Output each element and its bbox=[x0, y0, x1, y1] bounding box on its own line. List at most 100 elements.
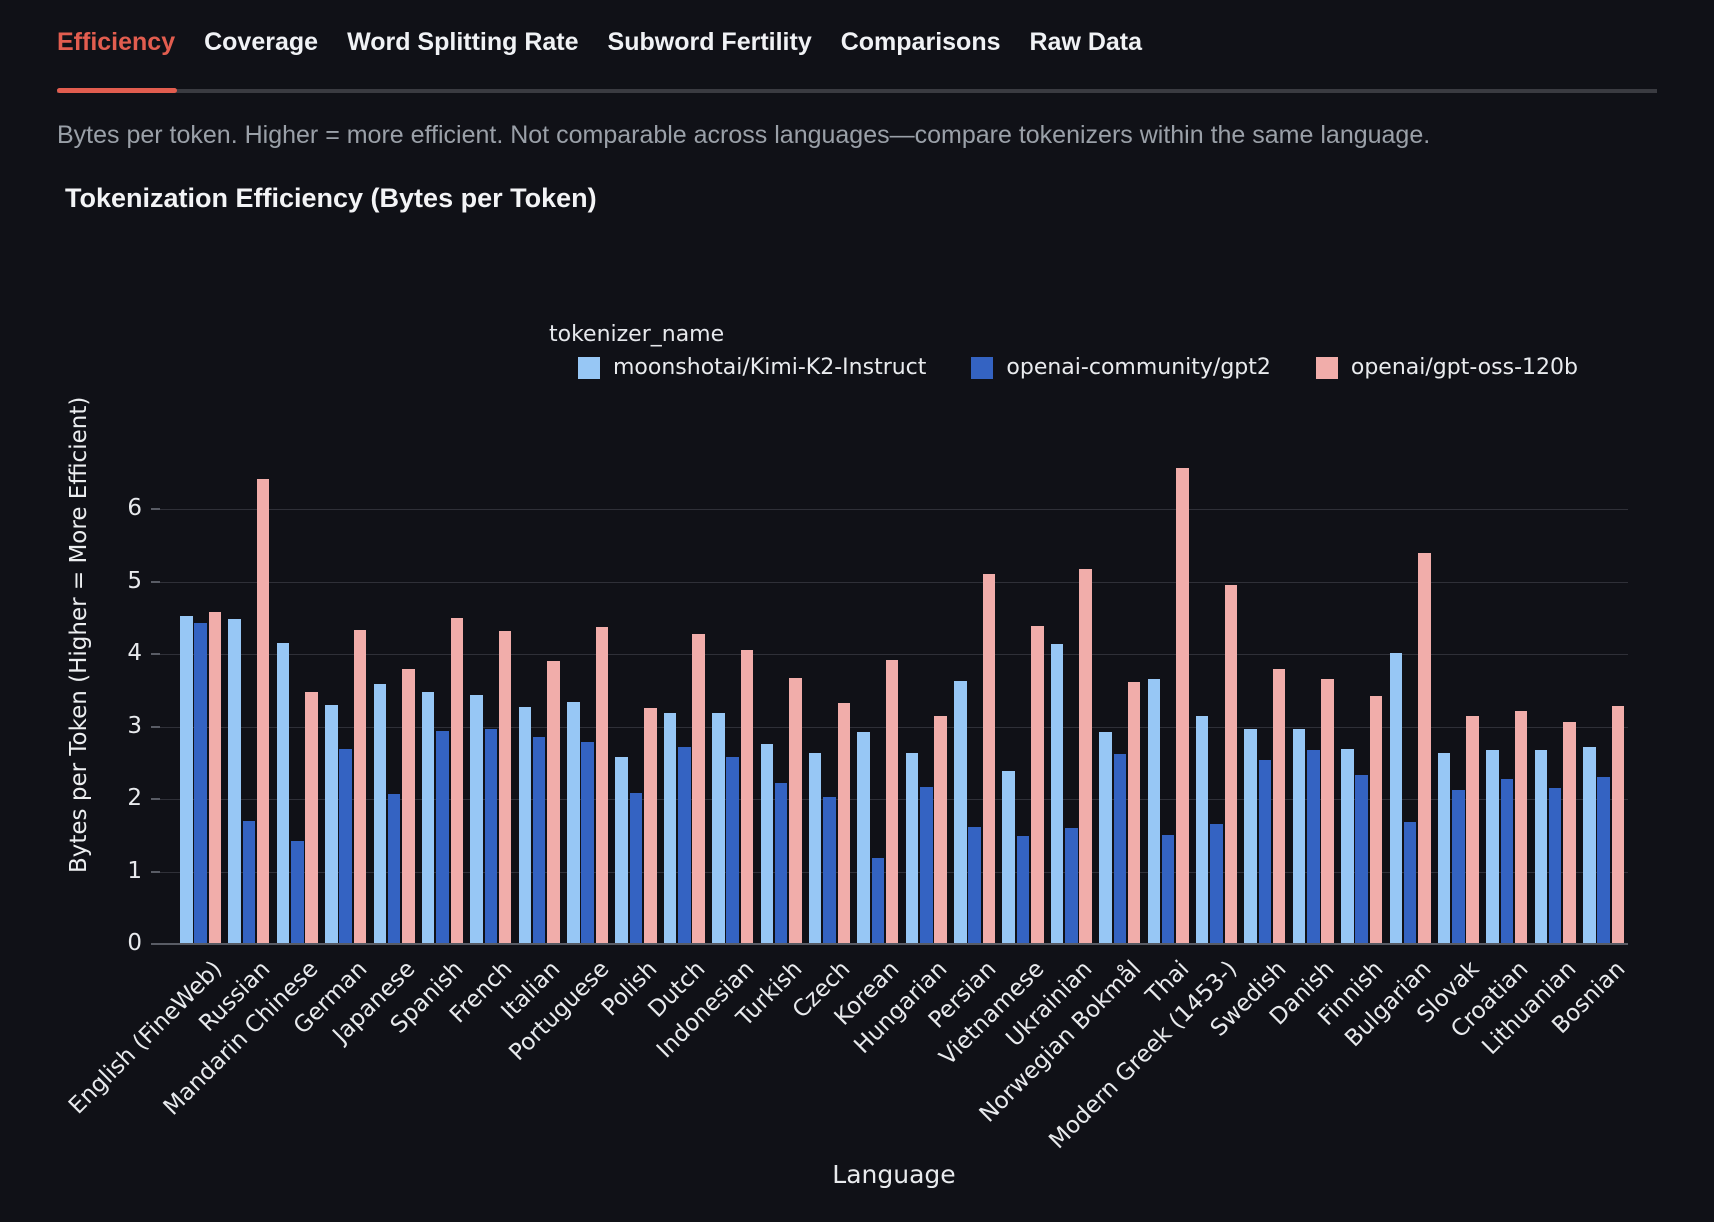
bar-modern-greek-1453-openai-community-gpt2 bbox=[1210, 824, 1223, 944]
bar-french-moonshotai-kimi-k2-instruct bbox=[470, 695, 483, 944]
bar-hungarian-moonshotai-kimi-k2-instruct bbox=[905, 752, 919, 944]
bar-mandarin-chinese-openai-gpt-oss-120b bbox=[305, 691, 318, 944]
bar-norwegian-bokm-l-moonshotai-kimi-k2-instruct bbox=[1099, 731, 1112, 944]
tab-efficiency[interactable]: Efficiency bbox=[57, 28, 176, 56]
bar-polish-moonshotai-kimi-k2-instruct bbox=[615, 756, 628, 944]
legend-title: tokenizer_name bbox=[549, 322, 725, 347]
legend-entry-openai-gpt-oss-120b: openai/gpt-oss-120b bbox=[1315, 355, 1578, 380]
bar-polish-openai-gpt-oss-120b bbox=[644, 707, 657, 944]
bar-russian-moonshotai-kimi-k2-instruct bbox=[228, 619, 241, 944]
bar-bulgarian-moonshotai-kimi-k2-instruct bbox=[1389, 653, 1402, 944]
y-tick-mark bbox=[151, 725, 160, 728]
bar-dutch-openai-community-gpt2 bbox=[678, 746, 691, 944]
bar-hungarian-openai-gpt-oss-120b bbox=[934, 715, 947, 944]
bar-danish-openai-community-gpt2 bbox=[1307, 749, 1320, 944]
legend-swatch bbox=[578, 356, 600, 379]
bar-spanish-openai-community-gpt2 bbox=[436, 730, 449, 944]
tab-raw-data[interactable]: Raw Data bbox=[1029, 28, 1143, 56]
bar-vietnamese-moonshotai-kimi-k2-instruct bbox=[1002, 771, 1015, 944]
bar-mandarin-chinese-openai-community-gpt2 bbox=[291, 841, 304, 944]
bar-indonesian-moonshotai-kimi-k2-instruct bbox=[712, 713, 725, 944]
y-tick-mark bbox=[151, 508, 160, 510]
bar-mandarin-chinese-moonshotai-kimi-k2-instruct bbox=[276, 643, 290, 944]
bar-german-moonshotai-kimi-k2-instruct bbox=[325, 705, 338, 944]
legend-label: moonshotai/Kimi-K2-Instruct bbox=[613, 355, 927, 380]
y-tick-mark bbox=[151, 653, 160, 655]
bar-persian-moonshotai-kimi-k2-instruct bbox=[954, 680, 967, 944]
bar-portuguese-openai-gpt-oss-120b bbox=[595, 627, 609, 944]
bar-danish-openai-gpt-oss-120b bbox=[1321, 679, 1334, 944]
tab-coverage[interactable]: Coverage bbox=[204, 28, 319, 56]
bar-dutch-moonshotai-kimi-k2-instruct bbox=[663, 712, 677, 944]
legend-swatch bbox=[1315, 356, 1338, 379]
bar-portuguese-moonshotai-kimi-k2-instruct bbox=[567, 701, 580, 944]
bar-swedish-openai-gpt-oss-120b bbox=[1272, 669, 1286, 944]
bar-finnish-openai-community-gpt2 bbox=[1355, 775, 1368, 944]
bar-croatian-openai-community-gpt2 bbox=[1500, 779, 1514, 944]
bar-lithuanian-moonshotai-kimi-k2-instruct bbox=[1534, 749, 1548, 944]
bar-korean-openai-gpt-oss-120b bbox=[885, 659, 899, 944]
tab-bar: Efficiency Coverage Word Splitting Rate Sub… bbox=[57, 28, 1142, 57]
bar-russian-openai-gpt-oss-120b bbox=[256, 478, 270, 944]
bar-german-openai-community-gpt2 bbox=[339, 748, 352, 944]
bar-turkish-moonshotai-kimi-k2-instruct bbox=[760, 743, 774, 944]
y-tick-label-2: 2 bbox=[127, 785, 142, 811]
bar-bosnian-moonshotai-kimi-k2-instruct bbox=[1583, 746, 1596, 944]
bar-portuguese-openai-community-gpt2 bbox=[581, 742, 594, 944]
bar-croatian-moonshotai-kimi-k2-instruct bbox=[1486, 749, 1499, 944]
bar-japanese-openai-community-gpt2 bbox=[387, 793, 401, 944]
bar-polish-openai-community-gpt2 bbox=[629, 793, 643, 944]
bar-ukrainian-openai-gpt-oss-120b bbox=[1079, 569, 1092, 944]
gridline-y4 bbox=[160, 654, 1628, 655]
plot-area bbox=[160, 420, 1628, 944]
tab-word-splitting-rate[interactable]: Word Splitting Rate bbox=[347, 28, 579, 56]
x-axis-title: Language bbox=[832, 1160, 956, 1189]
bar-japanese-moonshotai-kimi-k2-instruct bbox=[373, 684, 387, 944]
page-title: Tokenization Efficiency (Bytes per Token… bbox=[65, 183, 597, 213]
bar-german-openai-gpt-oss-120b bbox=[353, 630, 367, 944]
legend-entry-openai-community-gpt2: openai-community/gpt2 bbox=[971, 355, 1271, 380]
bar-thai-moonshotai-kimi-k2-instruct bbox=[1147, 679, 1161, 944]
bar-czech-moonshotai-kimi-k2-instruct bbox=[808, 752, 822, 944]
y-axis-label: Bytes per Token (Higher = More Efficient… bbox=[66, 396, 92, 874]
bar-swedish-moonshotai-kimi-k2-instruct bbox=[1244, 728, 1257, 944]
bar-spanish-openai-gpt-oss-120b bbox=[450, 618, 463, 944]
y-tick-label-3: 3 bbox=[127, 712, 142, 739]
bar-italian-moonshotai-kimi-k2-instruct bbox=[518, 706, 532, 944]
bar-korean-openai-community-gpt2 bbox=[871, 858, 885, 944]
bar-ukrainian-openai-community-gpt2 bbox=[1065, 828, 1078, 944]
bar-hungarian-openai-community-gpt2 bbox=[920, 787, 933, 944]
bar-bosnian-openai-gpt-oss-120b bbox=[1611, 706, 1625, 944]
bar-bulgarian-openai-gpt-oss-120b bbox=[1418, 553, 1431, 944]
bar-lithuanian-openai-gpt-oss-120b bbox=[1563, 722, 1576, 944]
bar-vietnamese-openai-gpt-oss-120b bbox=[1031, 625, 1044, 944]
active-tab-underline bbox=[57, 88, 177, 93]
bar-ukrainian-moonshotai-kimi-k2-instruct bbox=[1050, 643, 1064, 944]
bar-italian-openai-community-gpt2 bbox=[532, 737, 546, 944]
bar-thai-openai-community-gpt2 bbox=[1161, 835, 1175, 944]
y-tick-mark bbox=[151, 870, 160, 873]
y-tick-label-5: 5 bbox=[127, 567, 142, 594]
bar-croatian-openai-gpt-oss-120b bbox=[1514, 710, 1528, 944]
bar-bosnian-openai-community-gpt2 bbox=[1597, 777, 1610, 944]
legend-label: openai-community/gpt2 bbox=[1006, 355, 1271, 380]
bar-turkish-openai-community-gpt2 bbox=[774, 783, 788, 944]
y-tick-label-0: 0 bbox=[127, 930, 142, 956]
gridline-y5 bbox=[160, 581, 1628, 583]
bar-czech-openai-community-gpt2 bbox=[823, 796, 836, 944]
bar-indonesian-openai-community-gpt2 bbox=[726, 756, 739, 944]
bar-slovak-openai-gpt-oss-120b bbox=[1466, 715, 1479, 944]
tab-subword-fertility[interactable]: Subword Fertility bbox=[607, 28, 812, 56]
y-tick-mark bbox=[151, 943, 160, 945]
bar-finnish-openai-gpt-oss-120b bbox=[1369, 696, 1383, 944]
bar-english-fineweb-openai-community-gpt2 bbox=[194, 622, 207, 944]
bar-thai-openai-gpt-oss-120b bbox=[1176, 468, 1189, 944]
bar-dutch-openai-gpt-oss-120b bbox=[692, 633, 705, 944]
y-tick-mark bbox=[151, 580, 160, 583]
legend-entry-moonshotai-kimi-k2-instruct: moonshotai/Kimi-K2-Instruct bbox=[578, 355, 926, 380]
bar-turkish-openai-gpt-oss-120b bbox=[789, 677, 802, 944]
y-tick-label-6: 6 bbox=[127, 495, 142, 521]
bar-spanish-moonshotai-kimi-k2-instruct bbox=[421, 692, 435, 944]
y-tick-label-1: 1 bbox=[127, 857, 142, 884]
tab-comparisons[interactable]: Comparisons bbox=[840, 28, 1001, 56]
